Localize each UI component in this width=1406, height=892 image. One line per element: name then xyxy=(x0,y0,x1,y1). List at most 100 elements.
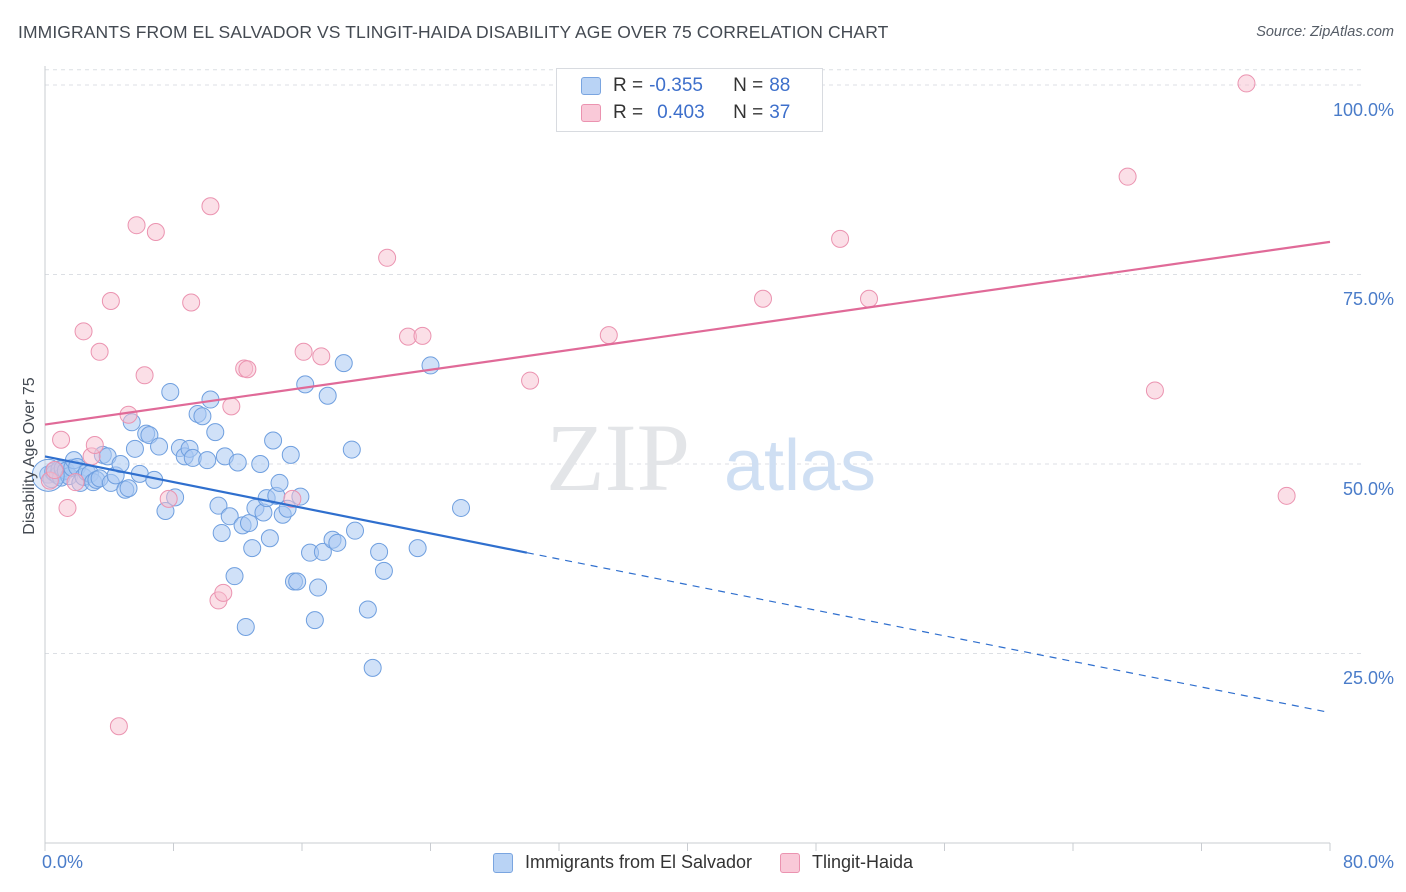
y-axis-label: Disability Age Over 75 xyxy=(21,377,38,535)
data-point-pink xyxy=(146,223,165,242)
watermark-zip: ZIP xyxy=(546,404,690,511)
watermark: ZIP atlas xyxy=(546,404,876,511)
data-point-blue xyxy=(309,578,328,597)
data-point-pink xyxy=(45,461,64,480)
bottom-legend-label-blue: Immigrants from El Salvador xyxy=(524,852,753,872)
source-note: Source: ZipAtlas.com xyxy=(1256,24,1394,40)
data-point-blue xyxy=(281,445,300,464)
data-point-blue xyxy=(342,440,361,459)
trend-line-blue-dashed xyxy=(526,552,1331,714)
bottom-legend-item-blue: Immigrants from El Salvador xyxy=(492,852,753,873)
x-tick-label-max: 80.0% xyxy=(1342,852,1394,872)
data-point-blue xyxy=(363,658,382,677)
data-point-blue xyxy=(370,542,389,561)
legend-r-value: -0.355 xyxy=(649,75,703,96)
data-point-blue xyxy=(334,354,353,373)
data-point-pink xyxy=(201,197,220,216)
data-point-blue xyxy=(264,431,283,450)
data-point-blue xyxy=(260,529,279,548)
legend-n-label: N = xyxy=(733,75,764,96)
data-point-pink xyxy=(222,397,241,416)
legend-n-value: 37 xyxy=(769,102,791,123)
data-point-pink xyxy=(214,583,233,602)
data-point-pink xyxy=(52,430,71,449)
y-tick-label: 75.0% xyxy=(1342,289,1394,310)
trend-line-blue xyxy=(44,455,528,554)
data-point-blue xyxy=(236,617,255,636)
data-point-pink xyxy=(119,405,138,424)
bottom-legend-swatch-pink xyxy=(780,852,801,873)
data-point-pink xyxy=(599,326,618,345)
data-point-pink xyxy=(109,717,128,736)
x-tick-label-min: 0.0% xyxy=(42,852,84,872)
bottom-legend-item-pink: Tlingit-Haida xyxy=(780,852,913,873)
data-point-blue xyxy=(228,453,247,472)
data-point-blue xyxy=(358,600,377,619)
data-point-blue xyxy=(161,382,180,401)
data-point-pink xyxy=(312,347,331,366)
legend-r-value: 0.403 xyxy=(657,102,705,123)
data-point-pink xyxy=(159,489,178,508)
data-point-pink xyxy=(182,293,201,312)
data-point-pink xyxy=(283,489,302,508)
axes xyxy=(44,66,1331,851)
data-point-pink xyxy=(860,289,879,308)
data-point-blue xyxy=(452,498,471,517)
data-point-blue xyxy=(313,542,332,561)
trend-line-pink xyxy=(44,240,1331,426)
data-point-pink xyxy=(831,229,850,248)
chart-title: IMMIGRANTS FROM EL SALVADOR VS TLINGIT-H… xyxy=(18,22,889,42)
legend-swatch-blue xyxy=(581,77,601,95)
data-point-blue xyxy=(198,451,217,470)
data-point-pink xyxy=(85,436,104,455)
data-point-pink xyxy=(1277,486,1296,505)
data-point-pink xyxy=(753,289,772,308)
data-point-pink xyxy=(1145,381,1164,400)
data-point-blue xyxy=(408,539,427,558)
data-point-pink xyxy=(1118,167,1137,186)
data-point-pink xyxy=(135,366,154,385)
data-point-pink xyxy=(58,498,77,517)
data-point-pink xyxy=(238,360,257,379)
data-point-pink xyxy=(1237,74,1256,93)
series-immigrants-el-salvador xyxy=(31,354,471,677)
legend-row-pink: R = 0.403 N = 37 xyxy=(581,101,790,125)
y-tick-label: 25.0% xyxy=(1342,668,1394,689)
y-tick-label: 100.0% xyxy=(1332,99,1394,120)
data-point-pink xyxy=(66,473,85,492)
data-point-blue xyxy=(225,567,244,586)
y-tick-label: 50.0% xyxy=(1342,478,1394,499)
data-point-blue xyxy=(119,479,138,498)
legend-swatch-pink xyxy=(581,104,601,122)
legend-n-value: 88 xyxy=(769,75,791,96)
data-point-blue xyxy=(346,521,365,540)
data-point-blue xyxy=(270,473,289,492)
data-point-blue xyxy=(318,386,337,405)
bottom-legend: Immigrants from El Salvador Tlingit-Haid… xyxy=(0,852,1406,873)
data-point-pink xyxy=(74,322,93,341)
data-point-pink xyxy=(101,291,120,310)
data-point-blue xyxy=(251,454,270,473)
data-point-blue xyxy=(212,523,231,542)
data-point-pink xyxy=(90,342,109,361)
data-point-blue xyxy=(220,507,239,526)
data-point-blue xyxy=(150,437,169,456)
data-point-blue xyxy=(243,539,262,558)
data-point-blue xyxy=(193,407,212,426)
watermark-atlas: atlas xyxy=(724,426,876,506)
data-point-blue xyxy=(125,439,144,458)
data-point-pink xyxy=(127,216,146,235)
series-tlingit-haida xyxy=(40,74,1296,736)
legend-row-blue: R = -0.355 N = 88 xyxy=(581,74,790,98)
legend-r-label: R = xyxy=(613,75,644,96)
legend-n-label: N = xyxy=(733,102,764,123)
data-point-pink xyxy=(378,248,397,267)
trend-lines xyxy=(44,240,1331,714)
data-point-blue xyxy=(206,423,225,442)
legend: R = -0.355 N = 88 R = 0.403 N = 37 xyxy=(556,68,823,132)
data-point-pink xyxy=(521,371,540,390)
data-point-pink xyxy=(294,342,313,361)
bottom-legend-label-pink: Tlingit-Haida xyxy=(812,852,914,872)
bottom-legend-swatch-blue xyxy=(492,852,513,873)
